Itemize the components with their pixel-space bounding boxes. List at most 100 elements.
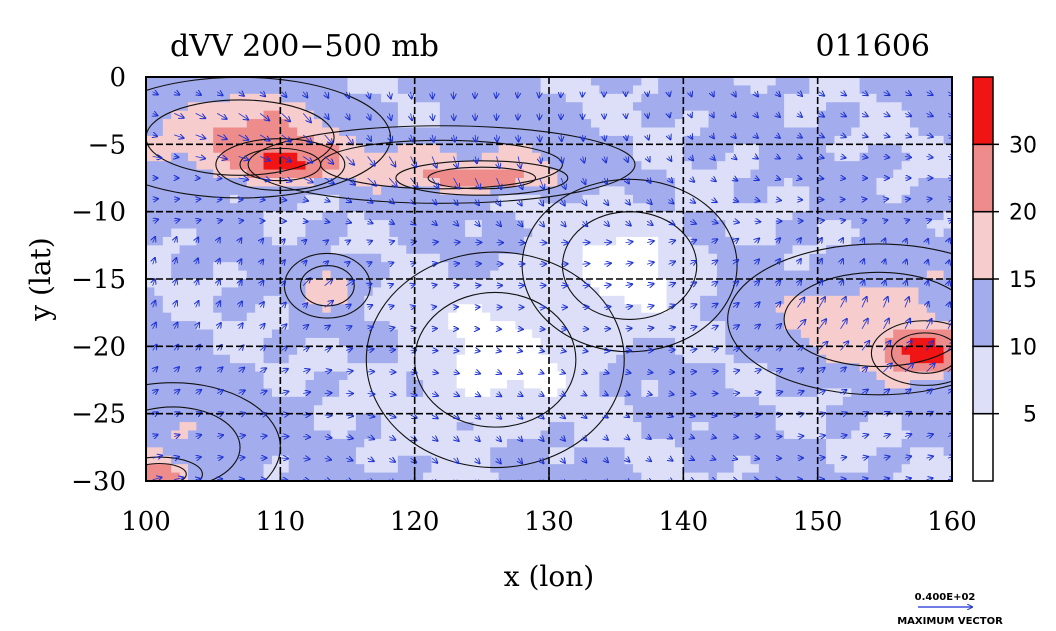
field-cell: [238, 413, 248, 423]
field-cell: [523, 321, 533, 331]
field-cell: [439, 472, 449, 481]
field-cell: [465, 321, 475, 331]
field-cell: [918, 388, 928, 398]
field-cell: [322, 211, 332, 221]
field-cell: [700, 287, 710, 297]
field-cell: [532, 144, 542, 154]
field-cell: [229, 447, 239, 457]
field-cell: [498, 178, 508, 188]
field-cell: [876, 396, 886, 406]
field-cell: [154, 346, 164, 356]
wind-vector: [217, 135, 227, 139]
wind-vector: [367, 177, 376, 186]
field-cell: [733, 270, 743, 280]
field-cell: [649, 354, 659, 364]
field-cell: [146, 220, 155, 230]
field-cell: [574, 253, 584, 263]
field-cell: [800, 194, 810, 204]
field-cell: [582, 413, 592, 423]
field-cell: [809, 152, 819, 162]
field-cell: [515, 119, 525, 129]
wind-vector: [647, 70, 648, 75]
field-cell: [935, 110, 945, 120]
field-cell: [708, 312, 718, 322]
field-cell: [574, 220, 584, 230]
field-cell: [364, 380, 374, 390]
field-cell: [229, 102, 239, 112]
field-cell: [607, 455, 617, 465]
field-cell: [582, 186, 592, 196]
field-cell: [246, 119, 256, 129]
field-cell: [683, 447, 693, 457]
field-cell: [775, 438, 785, 448]
field-cell: [826, 119, 836, 129]
field-cell: [481, 295, 491, 305]
field-cell: [523, 422, 533, 432]
field-cell: [347, 329, 357, 339]
field-cell: [817, 262, 827, 272]
field-cell: [549, 220, 558, 230]
field-cell: [842, 102, 852, 112]
field-cell: [313, 194, 323, 204]
field-cell: [817, 93, 827, 103]
field-cell: [842, 77, 852, 87]
field-cell: [532, 388, 542, 398]
wind-vector: [884, 199, 889, 200]
field-cell: [271, 127, 281, 137]
field-cell: [355, 102, 365, 112]
field-cell: [784, 363, 794, 373]
field-cell: [255, 295, 265, 305]
field-cell: [725, 304, 735, 314]
wind-vector: [755, 157, 758, 159]
field-cell: [733, 178, 743, 188]
wind-vector: [217, 238, 220, 243]
field-cell: [599, 236, 609, 246]
field-cell: [397, 161, 407, 171]
field-cell: [784, 93, 794, 103]
field-cell: [229, 93, 239, 103]
field-cell: [649, 321, 659, 331]
field-cell: [146, 211, 155, 221]
field-cell: [196, 329, 206, 339]
field-cell: [355, 405, 365, 415]
field-cell: [582, 388, 592, 398]
wind-vector: [540, 156, 541, 164]
field-cell: [817, 405, 827, 415]
field-cell: [884, 354, 894, 364]
field-cell: [851, 127, 861, 137]
field-cell: [414, 93, 424, 103]
field-cell: [918, 354, 928, 364]
field-cell: [339, 236, 349, 246]
field-cell: [288, 245, 298, 255]
field-cell: [834, 220, 844, 230]
field-cell: [607, 144, 617, 154]
field-cell: [481, 472, 491, 481]
field-cell: [389, 161, 399, 171]
field-cell: [716, 405, 726, 415]
field-cell: [347, 127, 357, 137]
field-cell: [884, 211, 894, 221]
field-cell: [758, 169, 768, 179]
field-cell: [397, 337, 407, 347]
field-cell: [649, 93, 659, 103]
field-cell: [196, 396, 206, 406]
wind-vector: [368, 134, 371, 141]
field-cell: [725, 245, 735, 255]
field-cell: [204, 119, 214, 129]
field-cell: [313, 77, 323, 87]
field-cell: [868, 455, 878, 465]
field-cell: [716, 388, 726, 398]
field-cell: [263, 295, 273, 305]
field-cell: [649, 245, 659, 255]
field-cell: [280, 228, 290, 238]
field-cell: [674, 152, 684, 162]
field-cell: [926, 245, 936, 255]
field-cell: [439, 236, 449, 246]
field-cell: [196, 455, 206, 465]
field-cell: [330, 228, 340, 238]
field-cell: [935, 295, 945, 305]
field-cell: [851, 236, 861, 246]
field-cell: [616, 413, 626, 423]
field-cell: [666, 295, 676, 305]
field-cell: [859, 161, 869, 171]
